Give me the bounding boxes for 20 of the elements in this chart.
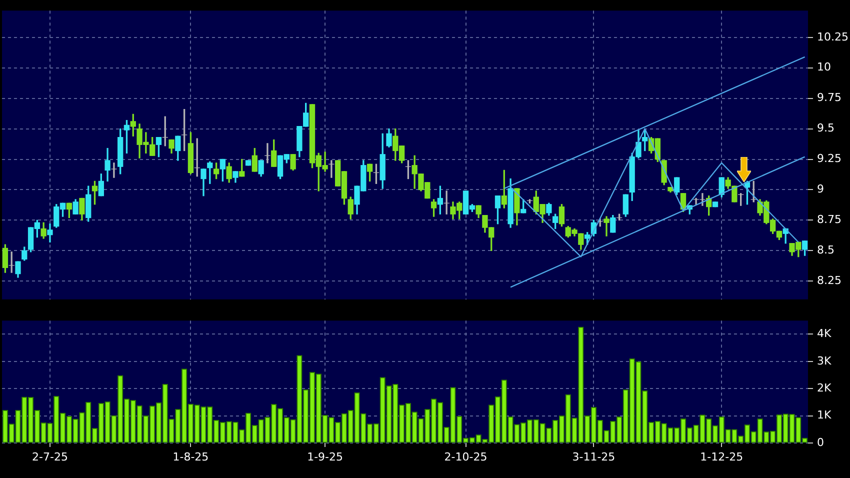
y-tick-label: 10.25 (817, 30, 848, 44)
y-tick-label: 9 (817, 182, 824, 196)
y-tick-label: 8.25 (817, 274, 842, 287)
y-tick-label: 10 (817, 60, 831, 74)
y-tick-label: 9.5 (817, 122, 834, 135)
y-tick-label: 8.5 (817, 244, 834, 257)
y-tick-label: 3K (817, 354, 832, 368)
y-tick-label: 0 (817, 436, 824, 449)
y-tick-label: 2K (817, 381, 832, 394)
y-tick-label: 9.25 (817, 152, 842, 166)
x-tick-label: 1-8-25 (172, 450, 209, 464)
x-tick-label: 1-12-25 (700, 450, 744, 464)
x-tick-label: 2-7-25 (32, 450, 68, 464)
x-tick-label: 2-10-25 (444, 450, 488, 464)
y-tick-label: 9.75 (817, 91, 842, 104)
x-tick-label: 3-11-25 (572, 450, 616, 464)
y-tick-label: 4K (817, 327, 832, 340)
y-tick-label: 1K (817, 408, 832, 422)
x-tick-label: 1-9-25 (307, 450, 344, 464)
y-tick-label: 8.75 (817, 213, 842, 226)
